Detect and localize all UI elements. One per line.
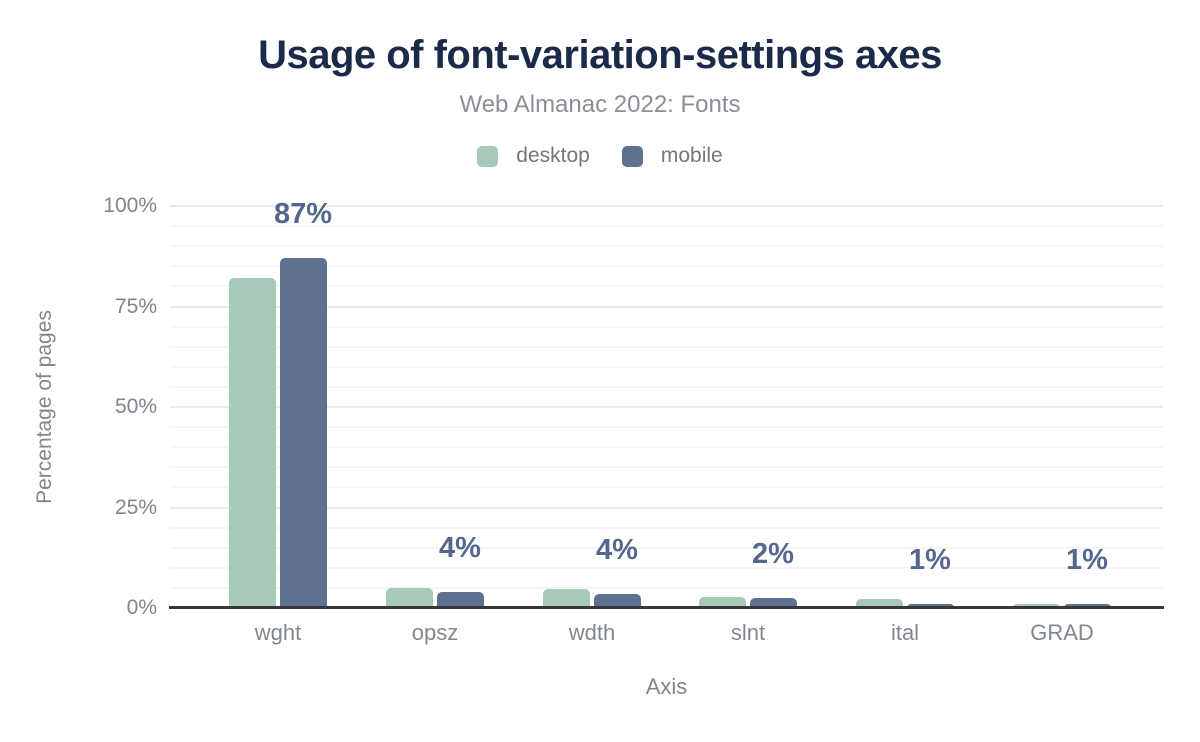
bar-desktop-wght: [229, 278, 276, 608]
x-tick-label-wght: wght: [254, 620, 302, 645]
legend-item-mobile: mobile: [621, 144, 723, 168]
bar-value-label-wdth: 4%: [596, 534, 638, 566]
bar-desktop-ital: [856, 599, 903, 608]
x-tick-label-slnt: slnt: [730, 620, 766, 645]
legend-item-desktop: desktop: [477, 144, 590, 168]
bar-mobile-slnt: [750, 598, 797, 608]
bar-value-label-slnt: 2%: [752, 538, 794, 570]
bar-mobile-opsz: [437, 592, 484, 608]
legend-label-desktop: desktop: [516, 144, 590, 167]
x-tick-label-ital: ital: [890, 620, 920, 645]
gridline-major: [170, 406, 1163, 408]
gridline-minor: [170, 366, 1163, 368]
gridline-minor: [170, 426, 1163, 428]
y-tick-label: 100%: [103, 194, 157, 217]
gridline-minor: [170, 486, 1163, 488]
bar-mobile-wght: [280, 258, 327, 608]
legend-label-mobile: mobile: [660, 144, 723, 167]
x-tick-label-wdth: wdth: [568, 620, 616, 645]
gridline-minor: [170, 285, 1163, 287]
bar-desktop-slnt: [699, 597, 746, 608]
x-axis-line: [169, 606, 1164, 609]
bar-value-label-wght: 87%: [273, 198, 333, 230]
gridline-minor: [170, 527, 1163, 529]
y-tick-label: 0%: [126, 596, 157, 619]
bar-value-label-GRAD: 1%: [1066, 544, 1108, 576]
legend: desktop mobile: [0, 144, 1200, 168]
gridline-minor: [170, 446, 1163, 448]
gridline-major: [170, 306, 1163, 308]
legend-swatch-mobile-icon: [621, 145, 643, 167]
bar-desktop-wdth: [543, 589, 590, 608]
gridline-minor: [170, 386, 1163, 388]
gridline-minor: [170, 245, 1163, 247]
gridline-major: [170, 507, 1163, 509]
gridline-minor: [170, 547, 1163, 549]
y-tick-label: 75%: [114, 295, 157, 318]
gridline-minor: [170, 265, 1163, 267]
legend-swatch-desktop-icon: [477, 145, 499, 167]
bar-value-label-opsz: 4%: [439, 532, 481, 564]
x-tick-label-opsz: opsz: [411, 620, 459, 645]
chart-subtitle: Web Almanac 2022: Fonts: [459, 91, 741, 118]
gridline-minor: [170, 567, 1163, 569]
gridline-minor: [170, 587, 1163, 589]
gridline-minor: [170, 225, 1163, 227]
bar-mobile-wdth: [594, 594, 641, 608]
y-axis-title: Percentage of pages: [33, 310, 56, 504]
gridline-minor: [170, 326, 1163, 328]
gridline-minor: [170, 346, 1163, 348]
y-tick-label: 25%: [114, 496, 157, 519]
gridline-major: [170, 205, 1163, 207]
x-axis-title: Axis: [645, 674, 688, 699]
chart-title: Usage of font-variation-settings axes: [258, 33, 942, 77]
x-tick-label-GRAD: GRAD: [1030, 620, 1094, 645]
gridline-minor: [170, 466, 1163, 468]
bar-value-label-ital: 1%: [909, 544, 951, 576]
bar-desktop-opsz: [386, 588, 433, 608]
y-tick-label: 50%: [114, 395, 157, 418]
